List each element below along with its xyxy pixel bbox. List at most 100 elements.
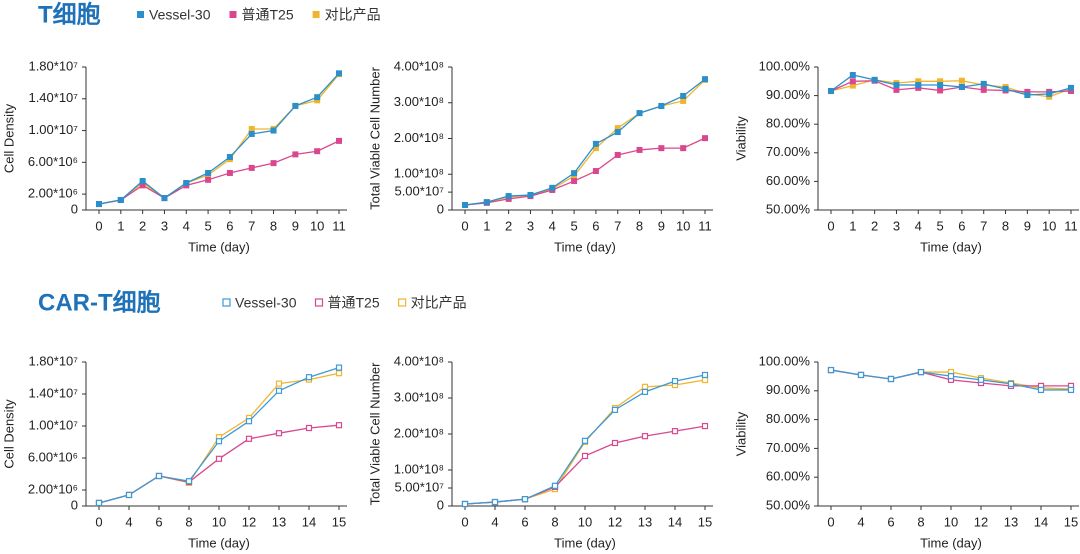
series-line xyxy=(464,79,706,206)
y-tick-label: 1.00*10⁸ xyxy=(394,166,444,181)
data-point xyxy=(658,145,665,152)
data-point xyxy=(305,424,313,432)
x-tick-label: 13 xyxy=(1004,514,1018,529)
x-tick-label: 3 xyxy=(161,218,168,233)
y-tick-label: 0 xyxy=(71,201,78,216)
x-tick-label: 7 xyxy=(248,218,255,233)
data-point xyxy=(701,376,709,384)
data-point xyxy=(977,376,985,383)
y-tick-label: 1.00*10⁷ xyxy=(28,122,78,137)
data-point xyxy=(871,76,878,83)
y-tick-label: 0 xyxy=(71,497,78,512)
data-point xyxy=(857,371,865,379)
legend-label: 普通T25 xyxy=(327,295,379,311)
data-point xyxy=(641,388,649,395)
data-point xyxy=(592,140,599,147)
x-axis-title: Time (day) xyxy=(188,535,250,550)
x-tick-label: 4 xyxy=(857,514,864,529)
data-point xyxy=(680,92,687,99)
legend-marker xyxy=(312,11,320,18)
data-point xyxy=(183,179,190,186)
data-point xyxy=(1037,386,1045,394)
data-point xyxy=(336,70,342,77)
x-tick-label: 9 xyxy=(1024,218,1031,233)
x-tick-label: 6 xyxy=(155,514,162,529)
x-axis-title: Time (day) xyxy=(920,535,982,550)
data-point xyxy=(611,406,619,413)
y-tick-label: 90.00% xyxy=(766,87,811,102)
x-axis-title: Time (day) xyxy=(554,535,616,550)
x-tick-label: 9 xyxy=(292,218,299,233)
x-tick-label: 2 xyxy=(505,218,512,233)
data-point xyxy=(226,169,233,176)
data-point xyxy=(571,178,578,185)
data-point xyxy=(125,491,133,499)
y-tick-label: 1.40*10⁷ xyxy=(28,90,78,105)
data-point xyxy=(958,84,965,91)
y-tick-label: 50.00% xyxy=(766,497,811,512)
data-point xyxy=(611,439,619,447)
section-title: CAR-T细胞 xyxy=(38,288,161,316)
x-tick-label: 6 xyxy=(887,514,894,529)
x-tick-label: 4 xyxy=(549,218,556,233)
legend-marker xyxy=(222,298,231,307)
data-point xyxy=(205,176,212,183)
x-tick-label: 4 xyxy=(183,218,190,233)
y-tick-label: 3.00*10⁸ xyxy=(394,389,444,404)
x-tick-label: 1 xyxy=(117,218,124,233)
data-point xyxy=(462,201,468,208)
data-point xyxy=(226,154,233,161)
data-point xyxy=(305,374,313,381)
data-point xyxy=(671,377,679,385)
y-axis-title: Viability xyxy=(733,116,748,161)
x-tick-label: 0 xyxy=(461,514,468,529)
data-point xyxy=(117,196,124,203)
data-point xyxy=(292,151,299,158)
y-tick-label: 4.00*10⁸ xyxy=(394,58,444,73)
data-point xyxy=(592,168,599,175)
data-point xyxy=(980,86,987,93)
y-tick-label: 0 xyxy=(437,497,444,512)
x-tick-label: 6 xyxy=(226,218,233,233)
data-point xyxy=(937,78,944,85)
data-point xyxy=(1068,84,1074,91)
data-point xyxy=(248,130,255,137)
x-tick-label: 4 xyxy=(915,218,922,233)
data-point xyxy=(641,383,649,390)
legend-marker xyxy=(314,298,324,307)
data-point xyxy=(1068,88,1074,95)
data-point xyxy=(641,433,649,440)
x-tick-label: 0 xyxy=(95,514,102,529)
x-tick-label: 10 xyxy=(676,218,690,233)
x-tick-label: 4 xyxy=(491,514,498,529)
data-point xyxy=(571,170,578,177)
data-point xyxy=(915,82,922,89)
x-tick-label: 12 xyxy=(608,514,622,529)
x-tick-label: 5 xyxy=(936,218,943,233)
data-point xyxy=(483,199,490,206)
y-tick-label: 60.00% xyxy=(766,173,811,188)
x-tick-label: 6 xyxy=(592,218,599,233)
x-tick-label: 8 xyxy=(270,218,277,233)
y-tick-label: 1.00*10⁷ xyxy=(28,417,78,432)
y-tick-label: 60.00% xyxy=(766,469,811,484)
y-tick-label: 0 xyxy=(437,201,444,216)
data-point xyxy=(139,178,146,185)
data-point xyxy=(549,184,556,191)
x-axis-title: Time (day) xyxy=(188,239,250,254)
data-point xyxy=(527,191,534,198)
y-axis-title: Cell Density xyxy=(1,103,16,173)
data-point xyxy=(1067,386,1075,394)
y-tick-label: 50.00% xyxy=(766,201,811,216)
data-point xyxy=(947,373,955,380)
x-tick-label: 8 xyxy=(1002,218,1009,233)
y-tick-label: 1.80*10⁷ xyxy=(28,58,78,73)
y-tick-label: 2.00*10⁸ xyxy=(394,130,444,145)
data-point xyxy=(893,86,900,93)
data-point xyxy=(1002,86,1009,93)
data-point xyxy=(1046,90,1053,97)
y-tick-label: 5.00*10⁷ xyxy=(394,184,444,199)
data-point xyxy=(335,370,343,377)
x-tick-label: 11 xyxy=(1064,218,1078,233)
